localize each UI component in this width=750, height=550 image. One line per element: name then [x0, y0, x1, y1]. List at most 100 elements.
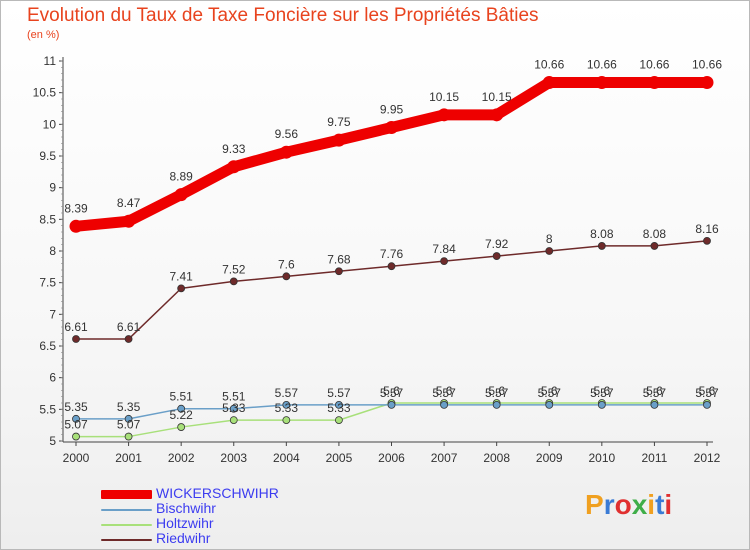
data-point: [335, 267, 343, 276]
y-tick-label: 11: [44, 54, 57, 68]
data-label: 5.07: [117, 418, 141, 432]
data-point: [490, 108, 504, 122]
data-point: [177, 284, 186, 293]
data-label: 5.57: [538, 386, 562, 400]
data-label: 7.6: [278, 257, 295, 271]
x-tick-label: 2012: [694, 451, 721, 465]
x-tick-label: 2000: [63, 451, 90, 465]
data-label: 5.57: [327, 386, 351, 400]
legend-swatch: [101, 490, 152, 499]
data-label: 7.76: [380, 247, 404, 261]
y-tick-label: 7.5: [39, 276, 56, 290]
data-label: 5.33: [327, 401, 351, 415]
data-label: 5.6: [541, 384, 558, 398]
data-point: [385, 121, 398, 134]
legend-swatch: [101, 539, 152, 541]
logo-letter: o: [614, 489, 632, 520]
data-label: 8.47: [117, 196, 141, 210]
data-point: [703, 236, 711, 245]
data-label: 7.41: [169, 269, 193, 283]
data-point: [387, 400, 396, 409]
data-label: 10.66: [692, 58, 722, 72]
proxiti-logo: Proxiti: [585, 489, 672, 521]
data-point: [124, 432, 133, 441]
y-tick-label: 10: [43, 117, 57, 131]
data-point: [492, 400, 501, 409]
data-label: 5.6: [699, 384, 716, 398]
data-label: 5.57: [432, 386, 456, 400]
y-tick-label: 8.5: [39, 212, 56, 226]
data-point: [492, 252, 501, 260]
data-point: [597, 400, 606, 409]
y-tick-label: 9: [49, 181, 56, 195]
data-point: [72, 432, 80, 441]
legend-label: WICKERSCHWIHR: [156, 485, 279, 501]
data-point: [229, 404, 238, 413]
y-tick-label: 5.5: [39, 402, 56, 416]
chart-subtitle: (en %): [27, 29, 60, 41]
data-point: [282, 400, 291, 409]
data-label: 9.75: [327, 115, 351, 129]
data-label: 10.66: [639, 58, 669, 72]
data-point: [542, 76, 556, 90]
data-point: [703, 400, 711, 409]
x-tick-label: 2005: [326, 451, 353, 465]
data-point: [177, 423, 186, 431]
x-tick-label: 2006: [378, 451, 405, 465]
x-tick-label: 2010: [588, 451, 615, 465]
data-label: 10.15: [429, 90, 459, 104]
y-tick-label: 7: [49, 307, 56, 321]
y-tick-label: 6.5: [39, 339, 56, 353]
legend-label: Bischwihr: [156, 500, 216, 516]
x-tick-label: 2011: [642, 451, 668, 465]
data-label: 5.22: [169, 408, 193, 422]
data-label: 8.39: [64, 201, 88, 215]
x-tick-label: 2007: [431, 451, 458, 465]
logo-letter: r: [603, 489, 615, 520]
data-point: [647, 76, 661, 90]
data-point: [335, 400, 343, 409]
logo-letter: x: [631, 489, 648, 520]
y-tick-label: 8: [49, 244, 56, 258]
data-label: 7.84: [432, 242, 456, 256]
data-label: 5.57: [380, 386, 404, 400]
data-label: 8: [546, 232, 553, 246]
x-tick-label: 2008: [483, 451, 510, 465]
data-label: 9.95: [380, 103, 404, 117]
data-label: 5.57: [695, 386, 719, 400]
data-label: 5.35: [117, 400, 141, 414]
x-tick-label: 2003: [220, 451, 247, 465]
data-point: [545, 400, 554, 409]
data-label: 5.51: [222, 390, 246, 404]
data-point: [69, 219, 83, 233]
data-point: [440, 257, 448, 266]
data-label: 7.52: [222, 262, 246, 276]
data-label: 10.66: [587, 58, 617, 72]
data-label: 5.6: [436, 384, 453, 398]
data-label: 6.61: [64, 320, 88, 334]
data-label: 6.61: [117, 320, 141, 334]
logo-letter: t: [655, 489, 665, 520]
y-tick-label: 5: [49, 434, 56, 448]
x-tick-label: 2009: [536, 451, 563, 465]
legend-swatch: [101, 524, 152, 526]
data-point: [279, 145, 293, 159]
x-tick-label: 2004: [273, 451, 300, 465]
data-point: [72, 335, 80, 343]
data-point: [595, 76, 609, 90]
y-tick-label: 9.5: [39, 149, 56, 163]
logo-letter: i: [664, 489, 673, 520]
data-point: [227, 160, 241, 174]
data-label: 8.89: [169, 170, 193, 184]
data-point: [335, 416, 343, 425]
data-point: [282, 272, 291, 281]
legend-swatch: [101, 509, 152, 511]
data-label: 8.16: [695, 222, 719, 236]
data-point: [124, 335, 133, 343]
data-label: 5.33: [275, 401, 299, 415]
data-label: 5.07: [64, 418, 88, 432]
data-point: [440, 400, 448, 409]
data-label: 9.56: [275, 127, 299, 141]
data-point: [174, 188, 188, 202]
